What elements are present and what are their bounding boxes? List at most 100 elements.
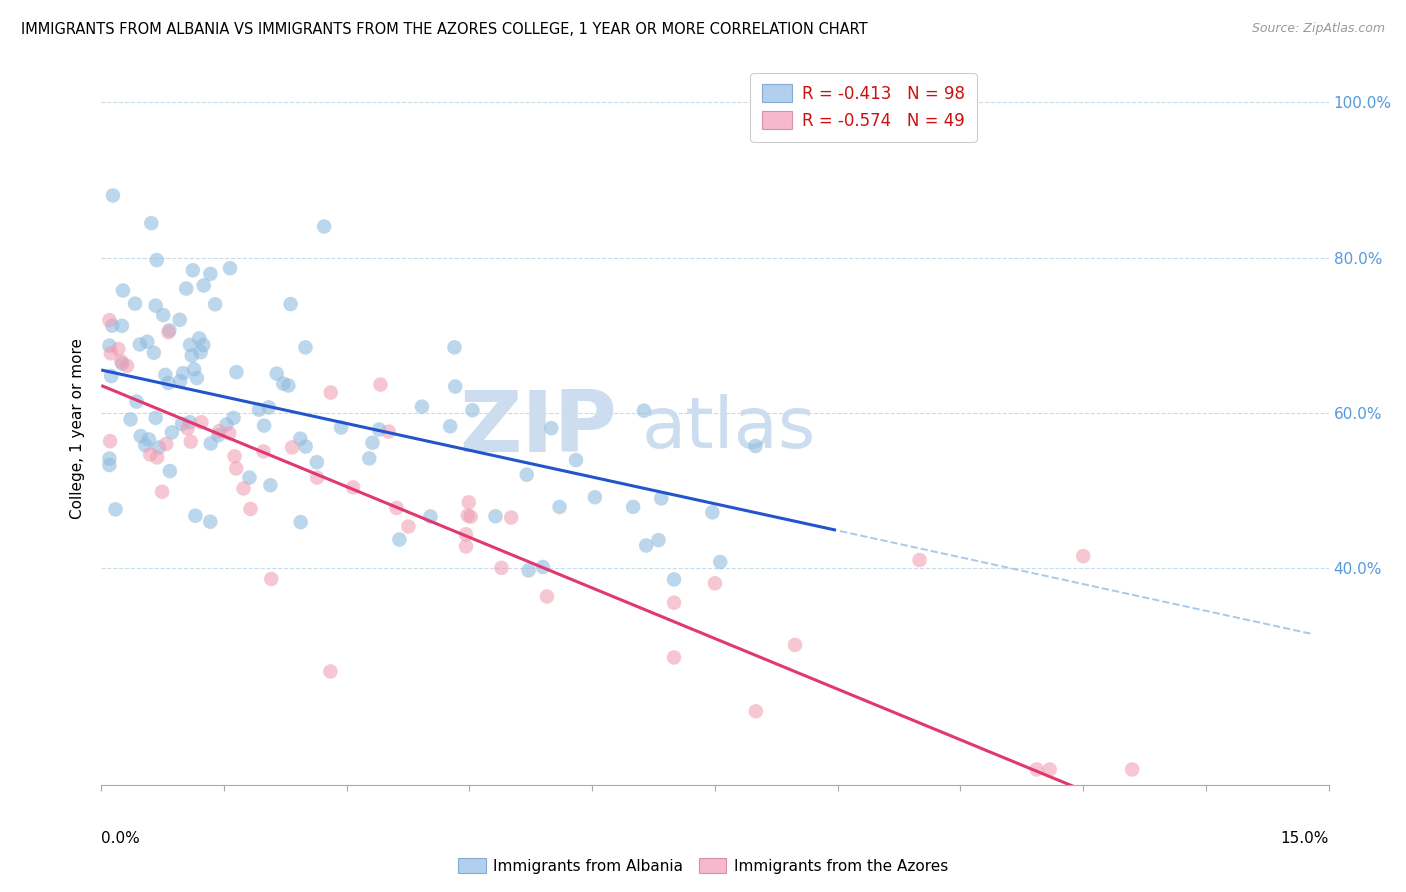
Point (583, 490, 606, 504)
Text: ZIP: ZIP (458, 386, 617, 470)
Point (662, 596, 685, 610)
Point (662, 573, 685, 587)
Point (160, 425, 183, 440)
Point (419, 509, 441, 524)
Point (252, 444, 274, 458)
Point (239, 502, 262, 516)
Point (224, 450, 246, 464)
Point (460, 509, 482, 524)
Point (314, 219, 336, 234)
Point (744, 439, 766, 453)
Point (183, 362, 205, 376)
Point (1025, 763, 1047, 777)
Legend: Immigrants from Albania, Immigrants from the Azores: Immigrants from Albania, Immigrants from… (451, 852, 955, 880)
Y-axis label: College, 1 year or more: College, 1 year or more (70, 338, 86, 518)
Point (100, 346, 122, 360)
Point (259, 478, 281, 492)
Point (155, 368, 177, 382)
Point (266, 367, 288, 381)
Point (138, 433, 160, 447)
Point (307, 470, 329, 484)
Point (101, 188, 124, 202)
Point (294, 340, 316, 354)
Point (100, 369, 122, 384)
Text: Source: ZipAtlas.com: Source: ZipAtlas.com (1251, 22, 1385, 36)
Point (115, 359, 138, 373)
Point (190, 345, 212, 359)
Point (218, 426, 240, 441)
Point (225, 365, 247, 379)
Point (146, 450, 169, 465)
Point (104, 502, 127, 516)
Point (98, 451, 121, 466)
Point (134, 438, 156, 452)
Point (157, 323, 180, 337)
Point (281, 441, 304, 455)
Point (396, 519, 419, 533)
Point (633, 403, 655, 417)
Point (180, 349, 202, 363)
Point (290, 432, 312, 446)
Point (111, 357, 134, 371)
Point (290, 515, 312, 529)
Point (565, 453, 588, 467)
Point (253, 418, 276, 433)
Point (257, 401, 280, 415)
Point (188, 331, 211, 345)
Point (222, 411, 245, 425)
Point (647, 533, 669, 547)
Point (208, 424, 231, 438)
Text: IMMIGRANTS FROM ALBANIA VS IMMIGRANTS FROM THE AZORES COLLEGE, 1 YEAR OR MORE CO: IMMIGRANTS FROM ALBANIA VS IMMIGRANTS FR… (21, 22, 868, 37)
Point (181, 263, 204, 277)
Point (186, 371, 208, 385)
Point (484, 509, 506, 524)
Point (457, 495, 479, 509)
Point (454, 527, 477, 541)
Point (179, 338, 201, 352)
Point (1121, 763, 1143, 777)
Point (157, 376, 180, 390)
Point (540, 421, 562, 435)
Point (501, 510, 523, 524)
Point (139, 447, 162, 461)
Point (271, 376, 294, 391)
Point (120, 412, 142, 426)
Point (662, 650, 685, 665)
Point (636, 539, 658, 553)
Point (277, 378, 299, 392)
Point (152, 308, 174, 322)
Point (136, 334, 159, 349)
Point (155, 437, 177, 451)
Point (709, 555, 731, 569)
Point (361, 435, 384, 450)
Point (319, 665, 342, 679)
Point (128, 337, 150, 351)
Point (491, 561, 513, 575)
Point (124, 296, 146, 310)
Point (517, 563, 540, 577)
Point (98, 458, 121, 472)
Point (370, 377, 392, 392)
Point (111, 284, 134, 298)
Point (411, 400, 433, 414)
Point (385, 500, 408, 515)
Legend: R = -0.413   N = 98, R = -0.574   N = 49: R = -0.413 N = 98, R = -0.574 N = 49 (751, 72, 977, 142)
Point (157, 325, 180, 339)
Point (702, 505, 724, 519)
Point (193, 338, 215, 352)
Point (141, 216, 163, 230)
Point (454, 540, 477, 554)
Point (190, 415, 212, 429)
Point (184, 508, 207, 523)
Point (330, 420, 353, 434)
Point (172, 366, 194, 380)
Point (111, 318, 134, 333)
Point (783, 638, 806, 652)
Point (461, 403, 484, 417)
Point (247, 402, 270, 417)
Point (703, 576, 725, 591)
Point (145, 253, 167, 268)
Point (536, 590, 558, 604)
Point (219, 261, 242, 276)
Point (516, 467, 538, 482)
